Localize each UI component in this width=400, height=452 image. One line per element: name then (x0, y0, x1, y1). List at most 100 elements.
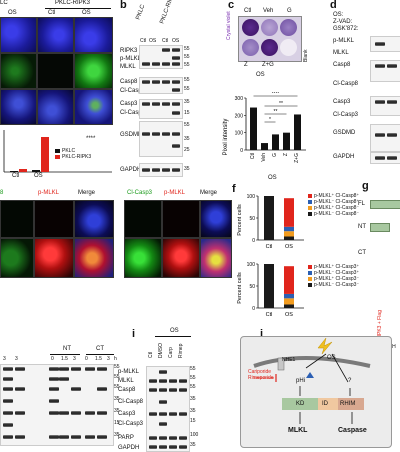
legend-item-pklc: PKLC (55, 148, 91, 154)
micrograph-tile (37, 17, 74, 53)
micrograph-tile (0, 89, 37, 125)
panel-f-ytick-label: 0 (252, 238, 255, 244)
micrograph-tile (74, 53, 113, 89)
schematic-caspase: Caspase (338, 427, 367, 434)
blot-band (149, 388, 157, 392)
blot-band (59, 377, 69, 381)
mw-marker: 55 (190, 384, 196, 390)
blot-band (169, 388, 177, 392)
panel-f-bar-segment (284, 266, 294, 294)
well-label: Z+G (262, 62, 274, 68)
micrograph-tile (34, 238, 74, 278)
blot-band (159, 370, 167, 374)
legend-item: p-MLKL⁺ Cl-Casp3⁺ (308, 264, 359, 270)
panel-f-ytick-label: 0 (252, 306, 255, 312)
panel-h-rule (50, 354, 80, 355)
mw-marker: 35 (190, 408, 196, 414)
blot-row-label: GSDMD (333, 130, 356, 136)
blot-row-label: Cl-Casp3 (120, 110, 146, 116)
arrow-os-ph (305, 353, 327, 369)
schematic-diagram (253, 337, 371, 424)
legend-item: p-MLKL⁺ Cl-Casp8⁺ (308, 193, 359, 199)
blot-row-label: Cl-Casp8 (333, 81, 359, 87)
blot-row-label: Cl-Casp3 (333, 112, 359, 118)
micrograph-tile (200, 238, 232, 278)
panel-c-ylabel: Pixel intensity (223, 119, 229, 156)
group-label-os: OS (256, 72, 265, 78)
blot-strip (370, 124, 400, 152)
panel-c-ytick-label: 200 (235, 113, 244, 119)
panel-b-sub-ctl-2: Ctl (162, 38, 169, 44)
blot-band (179, 388, 187, 392)
blot-band (149, 436, 157, 440)
time-label: 3 (73, 356, 76, 362)
blot-band (85, 435, 95, 439)
well (242, 19, 259, 36)
panel-a-bar (32, 170, 40, 172)
schematic-phi: pHi (296, 378, 306, 384)
legend-swatch-pklc (55, 149, 60, 153)
panel-f-top-ylabel: Percent cells (237, 204, 243, 236)
legend-item: p-MLKL⁺ Cl-Casp3⁻ (308, 276, 359, 282)
blot-band (149, 412, 157, 416)
panel-f-ytick-label: 50 (249, 284, 255, 290)
blot-row-label: GAPDH (120, 167, 142, 173)
panel-i-lane: Carp (168, 347, 174, 358)
blot-band (59, 411, 69, 415)
blot-band (142, 132, 150, 136)
legend-item: p-MLKL⁺ Cl-Casp8⁻ (308, 205, 359, 211)
schematic-mlkl: MLKL (288, 427, 308, 434)
legend-label: p-MLKL⁻ Cl-Casp3⁺ (314, 270, 360, 276)
panel-i-lane: Rimep (178, 343, 184, 358)
legend-label: p-MLKL⁺ Cl-Casp3⁻ (314, 276, 360, 282)
blot-strip (139, 77, 183, 94)
panel-c-bar (294, 114, 301, 150)
panel-b-sub-os-2: OS (172, 38, 180, 44)
panel-g-row-fl: FL (358, 201, 366, 207)
panel-f-bar-segment (284, 198, 294, 227)
blot-band (3, 367, 13, 371)
panel-a-header-lc: LC (0, 0, 8, 6)
legend-swatch (308, 265, 312, 269)
panel-c-xtick: Z (283, 153, 289, 156)
blot-row-label: GAPDH (333, 154, 355, 160)
micrograph-tile (37, 53, 74, 89)
blot-band (172, 62, 180, 66)
arrow-up-icon (306, 372, 314, 378)
panel-i-lane: Ctl (148, 351, 154, 358)
blot-band (149, 379, 157, 383)
micrograph-tile (162, 200, 200, 238)
blot-band (172, 132, 180, 136)
blot-strip (139, 99, 183, 119)
panel-c-bar (272, 134, 279, 150)
domain-id (318, 398, 338, 410)
mw-marker: 55 (184, 46, 190, 52)
blot-row-label: Casp3 (120, 101, 138, 107)
schematic-unknown: ? (348, 378, 352, 384)
panel-f-bar-segment (284, 231, 294, 237)
panel-b-lane-pklc: PKLC (135, 3, 147, 21)
well (280, 39, 297, 56)
blot-row-label: PARP (118, 435, 134, 441)
micrograph-tile (34, 200, 74, 238)
mw-marker: 55 (184, 62, 190, 68)
blot-band (149, 445, 157, 449)
mw-marker: 35 (184, 166, 190, 172)
panel-a-sub-ctl-2: Ctl (48, 10, 56, 16)
panel-g-label: g (362, 180, 369, 192)
blot-row-label: Casp3 (333, 99, 351, 105)
blot-band (375, 133, 385, 137)
legend-label: p-MLKL⁺ Cl-Casp8⁺ (314, 193, 360, 199)
panel-e-header-merge-2: Merge (200, 190, 218, 196)
blot-row-label: Casp8 (118, 387, 136, 393)
mw-marker: 35 (184, 136, 190, 142)
blot-band (71, 411, 81, 415)
blot-band (159, 445, 167, 449)
blot-band (49, 377, 59, 381)
legend-label: p-MLKL⁻ Cl-Casp8⁺ (314, 199, 360, 205)
panel-c-label: c (228, 0, 235, 11)
blot-band (375, 42, 385, 46)
panel-c-ytick-label: 0 (240, 148, 243, 154)
blot-band (162, 48, 170, 52)
panel-f-ytick-label: 100 (247, 262, 256, 268)
